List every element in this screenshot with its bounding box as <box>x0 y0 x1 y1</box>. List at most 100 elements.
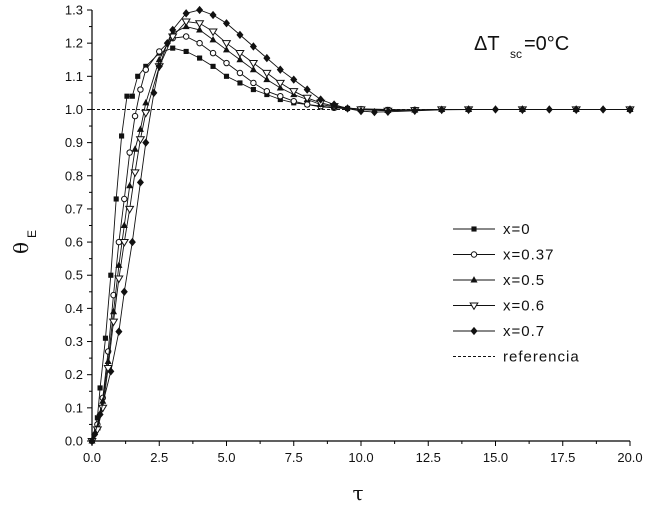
data-point <box>163 38 171 48</box>
data-point <box>126 181 134 189</box>
legend-label: x=0 <box>503 221 531 238</box>
data-point <box>156 48 163 55</box>
y-tick-label: 0.2 <box>65 367 83 382</box>
series-5 <box>88 5 634 446</box>
data-point <box>88 436 96 446</box>
data-point <box>181 18 191 27</box>
data-point <box>170 45 176 51</box>
data-point <box>289 88 299 97</box>
series-layer <box>87 5 635 446</box>
y-tick-label: 1.2 <box>65 36 83 51</box>
series-4 <box>87 18 635 446</box>
legend-label: x=0.37 <box>503 247 554 264</box>
legend-label: x=0.7 <box>503 323 545 340</box>
data-point <box>142 66 150 73</box>
data-point <box>222 19 231 28</box>
data-point <box>197 55 203 61</box>
legend-marker <box>470 326 478 336</box>
data-point <box>115 327 123 336</box>
data-point <box>114 275 124 284</box>
x-tick-label: 20.0 <box>617 450 642 465</box>
data-point <box>344 104 352 113</box>
data-point <box>221 40 232 48</box>
data-point <box>235 50 245 58</box>
series-2 <box>88 33 634 445</box>
y-axis-title-main: θ <box>9 242 33 254</box>
data-point <box>223 59 230 67</box>
data-point <box>97 385 103 391</box>
data-point <box>119 133 125 139</box>
data-point <box>209 49 217 57</box>
y-tick-label: 0.7 <box>65 201 83 216</box>
x-axis-title: τ <box>352 481 363 505</box>
data-point <box>129 93 135 99</box>
data-point <box>124 93 130 99</box>
data-point <box>108 272 114 278</box>
data-point <box>194 20 205 29</box>
legend-marker <box>469 302 479 311</box>
y-tick-label: 1.3 <box>65 3 83 18</box>
data-point <box>264 91 270 98</box>
series-1 <box>89 45 633 444</box>
data-point <box>250 79 257 87</box>
data-point <box>248 59 259 68</box>
series-line <box>91 21 630 442</box>
data-point <box>121 195 128 203</box>
legend-entry-5: x=0.7 <box>453 323 545 340</box>
data-point <box>236 55 244 63</box>
data-point <box>411 106 419 115</box>
data-point <box>130 169 140 178</box>
y-tick-label: 0.0 <box>65 434 83 449</box>
legend-marker <box>470 251 478 258</box>
data-point <box>236 30 244 40</box>
data-point <box>263 53 271 63</box>
y-tick-label: 1.0 <box>65 102 83 117</box>
data-point <box>126 149 133 156</box>
y-tick-label: 0.9 <box>65 135 83 150</box>
data-point <box>143 63 149 69</box>
legend-entry-2: x=0.37 <box>453 247 554 264</box>
data-point <box>209 10 217 20</box>
data-point <box>317 95 325 104</box>
data-point <box>357 106 365 116</box>
data-point <box>137 86 144 93</box>
data-point <box>108 318 119 327</box>
data-point <box>196 26 204 33</box>
data-point <box>222 45 231 53</box>
data-point <box>155 62 163 71</box>
data-point <box>142 138 150 147</box>
annotation: ΔT sc =0°C <box>474 33 569 61</box>
data-point <box>249 65 257 73</box>
data-point <box>210 63 216 69</box>
data-point <box>182 33 190 40</box>
data-point <box>277 96 283 103</box>
data-point <box>250 87 256 93</box>
data-point <box>196 5 204 15</box>
data-point <box>237 80 243 86</box>
data-point <box>236 69 244 77</box>
data-point <box>136 178 144 187</box>
x-tick-label: 10.0 <box>348 450 373 465</box>
data-point <box>91 430 99 439</box>
data-point <box>99 397 107 404</box>
data-point <box>263 88 271 95</box>
data-point <box>491 105 500 114</box>
data-point <box>196 39 203 47</box>
data-point <box>135 73 141 79</box>
series-line <box>91 9 630 442</box>
data-point <box>131 145 139 152</box>
data-point <box>102 335 109 341</box>
data-point <box>182 9 190 18</box>
data-point <box>119 239 130 247</box>
series-line <box>91 36 630 442</box>
y-tick-label: 0.5 <box>65 268 83 283</box>
legend-label: x=0.5 <box>503 272 545 289</box>
data-point <box>249 42 257 51</box>
data-point <box>94 415 100 421</box>
data-point <box>131 112 139 120</box>
x-tick-label: 15.0 <box>483 450 508 465</box>
data-point <box>370 107 378 117</box>
data-point <box>290 75 298 84</box>
data-point <box>209 35 217 43</box>
